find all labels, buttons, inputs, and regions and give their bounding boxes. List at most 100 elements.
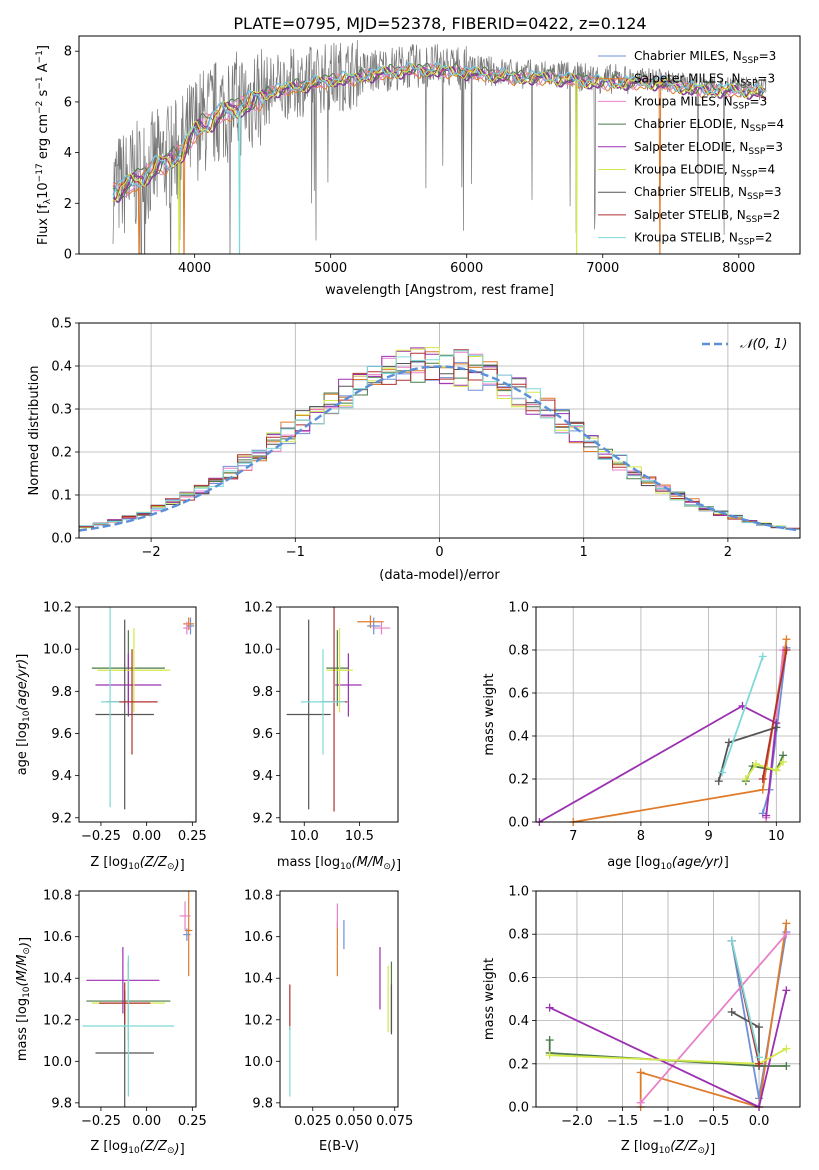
y-tick-label: 0.0 <box>51 532 72 547</box>
spectrum-model-line <box>112 65 767 203</box>
mass_vs_Z-panel: −0.25 0.00 0.25 9.8 10.0 10.2 10.4 10.6 10.8 Z [l… <box>15 889 207 1157</box>
y-tick-label: 10.2 <box>43 1013 72 1028</box>
legend-label: Kroupa STELIB, NSSP=2 <box>634 231 772 248</box>
x-tick-label: 0.00 <box>132 1114 161 1129</box>
legend-label: Kroupa ELODIE, NSSP=4 <box>634 163 775 180</box>
legend-label: Chabrier MILES, NSSP=3 <box>634 49 776 66</box>
y-tick-label: 10.6 <box>43 930 72 945</box>
y-tick-label: 0.4 <box>508 1014 529 1029</box>
weight_vs_Z-xlabel: Z [log10(Z/Z⊙)] <box>621 1139 715 1157</box>
x-tick-label: 2 <box>724 545 732 560</box>
normal-curve <box>79 365 800 532</box>
y-tick-label: 0.6 <box>508 687 529 702</box>
y-tick-label: 10.2 <box>244 1013 273 1028</box>
spectrum-legend: Chabrier MILES, NSSP=3 Salpeter MILES, NS… <box>598 49 784 248</box>
weight-line <box>721 656 764 773</box>
x-tick-label: −0.25 <box>81 1114 121 1129</box>
y-tick-label: 10.6 <box>244 930 273 945</box>
x-tick-label: 10.5 <box>345 829 374 844</box>
y-tick-label: 10.2 <box>43 601 72 616</box>
y-tick-label: 0.2 <box>51 446 72 461</box>
weight-line <box>573 639 788 822</box>
y-tick-label: 9.8 <box>252 1096 273 1111</box>
y-tick-label: 10.8 <box>43 889 72 904</box>
weight-line <box>745 761 784 780</box>
y-tick-label: 9.8 <box>252 685 273 700</box>
x-tick-label: 7000 <box>586 261 619 276</box>
y-tick-label: 1.0 <box>508 601 529 616</box>
axes-frame <box>78 890 197 1108</box>
x-tick-label: 0.075 <box>376 1114 413 1129</box>
x-tick-label: 8 <box>637 829 645 844</box>
y-tick-label: 6 <box>64 95 72 110</box>
axes-frame <box>279 890 399 1108</box>
weight_vs_age-xlabel: age [log10(age/yr)] <box>607 855 729 872</box>
y-tick-label: 0.2 <box>508 1057 529 1072</box>
weight-line <box>761 649 788 780</box>
y-tick-label: 9.8 <box>51 1096 72 1111</box>
y-tick-label: 10.2 <box>244 601 273 616</box>
y-tick-label: 10.4 <box>244 972 273 987</box>
spectrum-model-line <box>112 61 767 254</box>
y-tick-label: 10.0 <box>43 643 72 658</box>
x-tick-label: −1.5 <box>607 1114 639 1129</box>
y-tick-label: 10.0 <box>244 643 273 658</box>
x-tick-label: 0.025 <box>294 1114 331 1129</box>
y-tick-label: 10.8 <box>244 889 273 904</box>
spectrum-panel: 4000 5000 6000 7000 8000 0 2 4 6 8 wavelength [Ang… <box>35 35 801 298</box>
residuals-xlabel: (data-model)/error <box>379 568 500 583</box>
x-tick-label: 10 <box>768 829 785 844</box>
axes-frame <box>78 322 801 539</box>
axes-frame <box>535 890 801 1108</box>
y-tick-label: 9.2 <box>51 811 72 826</box>
figure-title: PLATE=0795, MJD=52378, FIBERID=0422, z=0… <box>233 14 646 33</box>
weight-line <box>639 923 788 1107</box>
x-tick-label: 0.25 <box>178 1114 207 1129</box>
legend-label: Salpeter ELODIE, NSSP=3 <box>634 140 783 157</box>
axes-frame <box>535 606 801 823</box>
y-tick-label: 0.3 <box>51 403 72 418</box>
y-tick-label: 0.6 <box>508 971 529 986</box>
axes-frame <box>78 35 801 255</box>
y-tick-label: 0.4 <box>51 360 72 375</box>
residual-histogram <box>79 350 800 532</box>
x-tick-label: 7 <box>569 829 577 844</box>
age_vs_mass-xlabel: mass [log10(M/M⊙)] <box>277 855 401 873</box>
axes-frame <box>279 606 399 823</box>
legend-label: Chabrier STELIB, NSSP=3 <box>634 185 782 202</box>
y-tick-label: 4 <box>64 146 72 161</box>
x-tick-label: 0 <box>435 545 443 560</box>
y-tick-label: 0.5 <box>51 317 72 332</box>
spectrum-xlabel: wavelength [Angstrom, rest frame] <box>325 283 554 298</box>
y-tick-label: 9.4 <box>252 769 273 784</box>
spectrum-model-line <box>112 62 767 199</box>
age_vs_Z-panel: −0.25 0.00 0.25 9.2 9.4 9.6 9.8 10.0 10.2 Z [log1… <box>15 601 207 874</box>
mass_vs_Z-xlabel: Z [log10(Z/Z⊙)] <box>90 1139 184 1157</box>
y-tick-label: 0.8 <box>508 928 529 943</box>
legend-label: Salpeter STELIB, NSSP=2 <box>634 208 780 225</box>
weight_vs_age-panel: 7 8 9 10 0.0 0.2 0.4 0.6 0.8 1.0 age [log10(age/yr… <box>482 601 801 872</box>
age_vs_Z-ylabel: age [log10(age/yr)] <box>15 654 32 776</box>
x-tick-label: 0.00 <box>132 829 161 844</box>
x-tick-label: 0.0 <box>749 1114 770 1129</box>
x-tick-label: −1 <box>286 545 305 560</box>
y-tick-label: 0.1 <box>51 489 72 504</box>
x-tick-label: 8000 <box>722 261 755 276</box>
y-tick-label: 9.6 <box>51 727 72 742</box>
y-tick-label: 9.6 <box>252 727 273 742</box>
spectrum-ylabel: Flux [fλ10−17 erg cm−2 s−1 A−1] <box>35 45 53 245</box>
legend-label: Chabrier ELODIE, NSSP=4 <box>634 117 784 134</box>
spectrum-model-line <box>112 63 767 254</box>
x-tick-label: −0.25 <box>81 829 121 844</box>
x-tick-label: −2 <box>142 545 161 560</box>
age_vs_Z-xlabel: Z [log10(Z/Z⊙)] <box>90 855 184 873</box>
mass_vs_ebv-panel: 0.025 0.050 0.075 9.8 10.0 10.2 10.4 10.6 10.8 E(… <box>244 889 413 1154</box>
mass_vs_ebv-xlabel: E(B-V) <box>319 1139 359 1154</box>
weight-line <box>549 990 788 1107</box>
x-tick-label: 10.0 <box>290 829 319 844</box>
y-tick-label: 10.4 <box>43 972 72 987</box>
axes-frame <box>78 606 197 823</box>
y-tick-label: 0.4 <box>508 730 529 745</box>
x-tick-label: 1 <box>580 545 588 560</box>
